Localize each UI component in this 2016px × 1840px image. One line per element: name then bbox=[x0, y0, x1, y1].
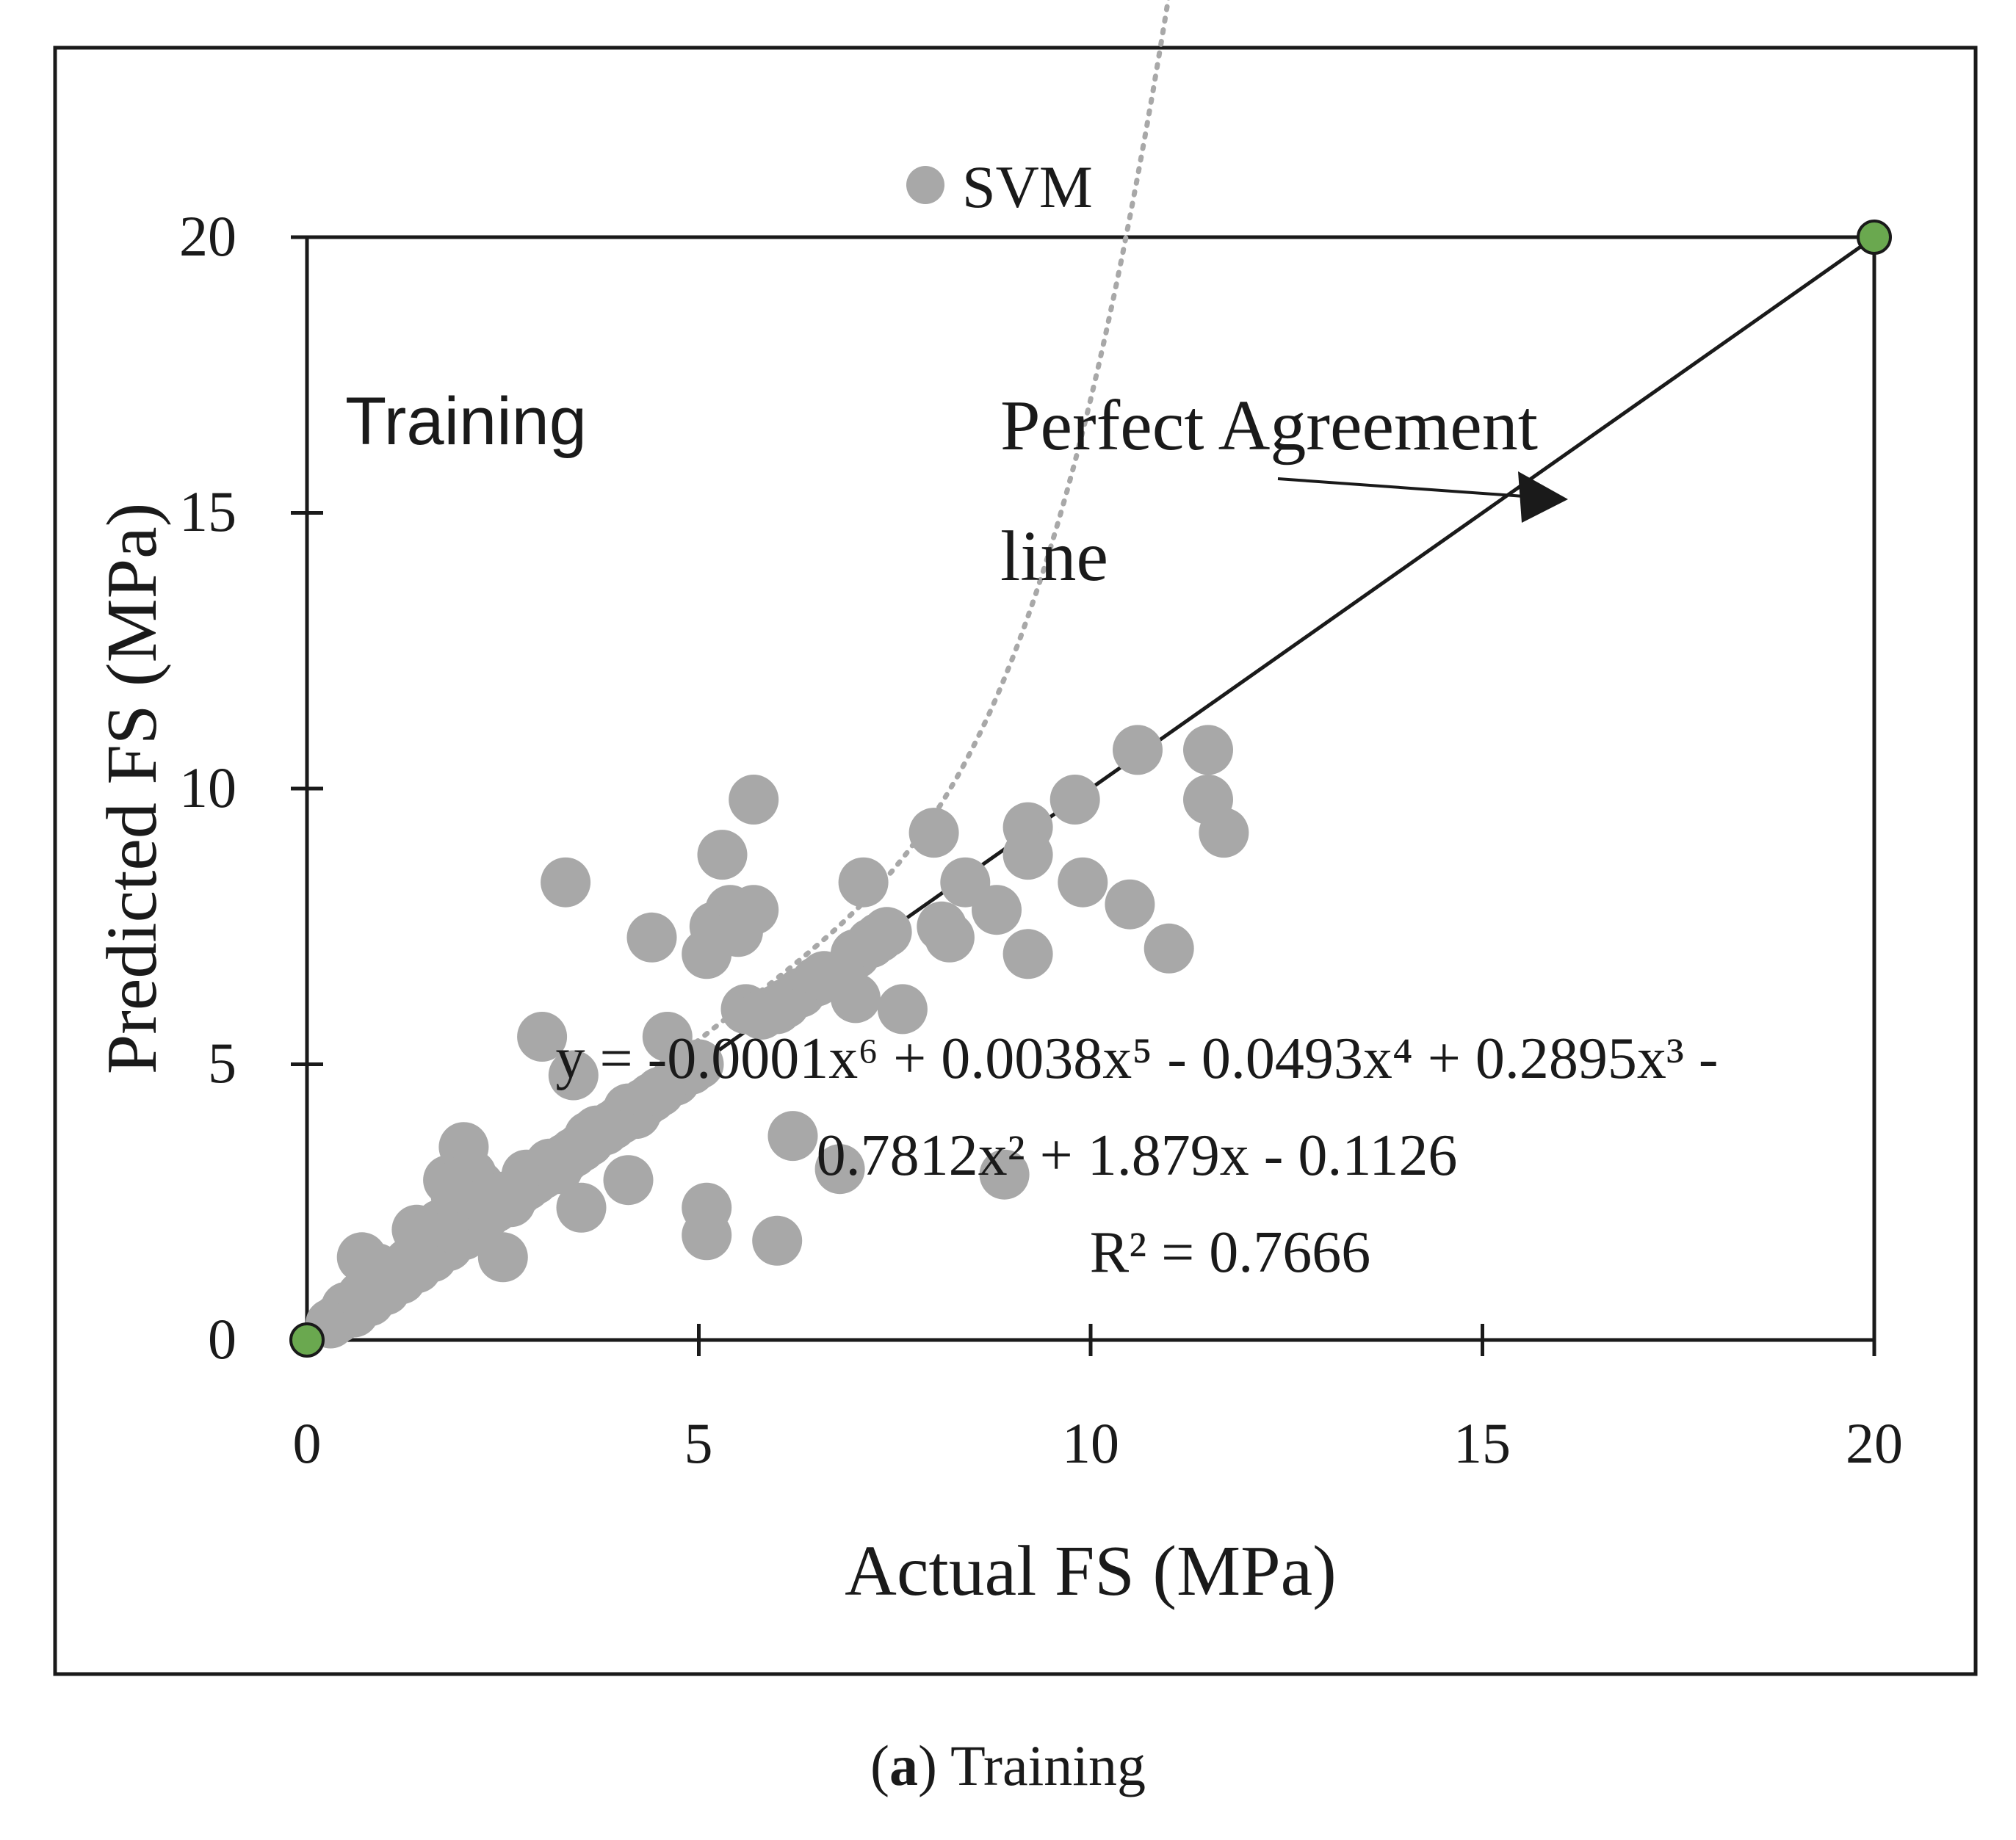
endpoint-marker bbox=[289, 1322, 325, 1358]
data-point bbox=[1105, 879, 1155, 930]
x-axis-title: Actual FS (MPa) bbox=[845, 1532, 1337, 1611]
y-tick-label: 15 bbox=[179, 479, 236, 543]
annotation-line2: line bbox=[1000, 517, 1108, 596]
data-point bbox=[729, 775, 779, 825]
y-tick-label: 5 bbox=[208, 1031, 236, 1095]
axis-ticks bbox=[291, 235, 1876, 1356]
y-tick-labels: 0 5 10 15 20 bbox=[179, 204, 236, 1371]
x-tick-label: 10 bbox=[1062, 1411, 1119, 1475]
endpoint-marker bbox=[1857, 220, 1892, 255]
data-point bbox=[908, 808, 959, 858]
data-point bbox=[541, 857, 591, 908]
data-point bbox=[1058, 857, 1108, 908]
data-point bbox=[752, 1215, 803, 1266]
data-point bbox=[830, 973, 881, 1024]
data-point bbox=[861, 907, 912, 957]
y-axis-title: Predicted FS (MPa) bbox=[93, 503, 172, 1075]
data-point bbox=[626, 912, 677, 963]
data-point bbox=[603, 1155, 654, 1206]
data-point bbox=[838, 857, 889, 908]
data-point bbox=[1144, 923, 1194, 974]
endpoint-markers bbox=[289, 220, 1892, 1358]
data-point bbox=[1002, 929, 1053, 979]
panel-label: Training bbox=[345, 384, 587, 459]
data-point bbox=[697, 830, 748, 880]
legend: SVM bbox=[906, 153, 1093, 220]
data-point bbox=[877, 984, 928, 1035]
y-tick-label: 20 bbox=[179, 204, 236, 268]
data-point bbox=[556, 1182, 607, 1233]
x-tick-label: 0 bbox=[293, 1411, 322, 1475]
y-tick-label: 0 bbox=[208, 1307, 236, 1371]
data-point bbox=[548, 1050, 599, 1101]
data-point bbox=[517, 1012, 568, 1062]
x-tick-label: 20 bbox=[1846, 1411, 1903, 1475]
y-tick-label: 10 bbox=[179, 756, 236, 819]
annotation-line1: Perfect Agreement bbox=[1000, 386, 1538, 466]
data-point bbox=[1049, 775, 1100, 825]
caption-text: Training bbox=[950, 1734, 1146, 1797]
x-tick-label: 5 bbox=[684, 1411, 713, 1475]
data-point bbox=[477, 1232, 528, 1283]
x-tick-label: 15 bbox=[1453, 1411, 1511, 1475]
data-point bbox=[1183, 725, 1233, 775]
data-point bbox=[729, 885, 779, 935]
data-point bbox=[767, 1111, 818, 1162]
polynomial-trendline bbox=[328, 0, 1171, 1322]
r-squared: R² = 0.7666 bbox=[1090, 1220, 1370, 1285]
caption-label: a bbox=[889, 1734, 919, 1797]
annotation-arrow bbox=[1277, 471, 1568, 523]
x-tick-labels: 0 5 10 15 20 bbox=[293, 1411, 1904, 1475]
figure-caption: (a) Training bbox=[870, 1734, 1146, 1797]
equation-line1: y = -0.0001x⁶ + 0.0038x⁵ - 0.0493x⁴ + 0.… bbox=[556, 1026, 1719, 1091]
svm-points bbox=[306, 725, 1249, 1349]
data-point bbox=[814, 1144, 865, 1195]
legend-marker bbox=[906, 166, 944, 204]
data-point bbox=[682, 1210, 732, 1261]
legend-label: SVM bbox=[962, 153, 1093, 220]
data-point bbox=[1199, 808, 1249, 858]
data-point bbox=[979, 1149, 1030, 1200]
data-point bbox=[924, 912, 975, 963]
figure-border bbox=[53, 46, 1978, 1676]
data-point bbox=[1113, 725, 1163, 775]
data-point bbox=[673, 1039, 724, 1090]
equation-line2: 0.7812x² + 1.879x - 0.1126 bbox=[817, 1123, 1458, 1188]
data-point bbox=[1002, 830, 1053, 880]
data-point bbox=[972, 885, 1022, 935]
